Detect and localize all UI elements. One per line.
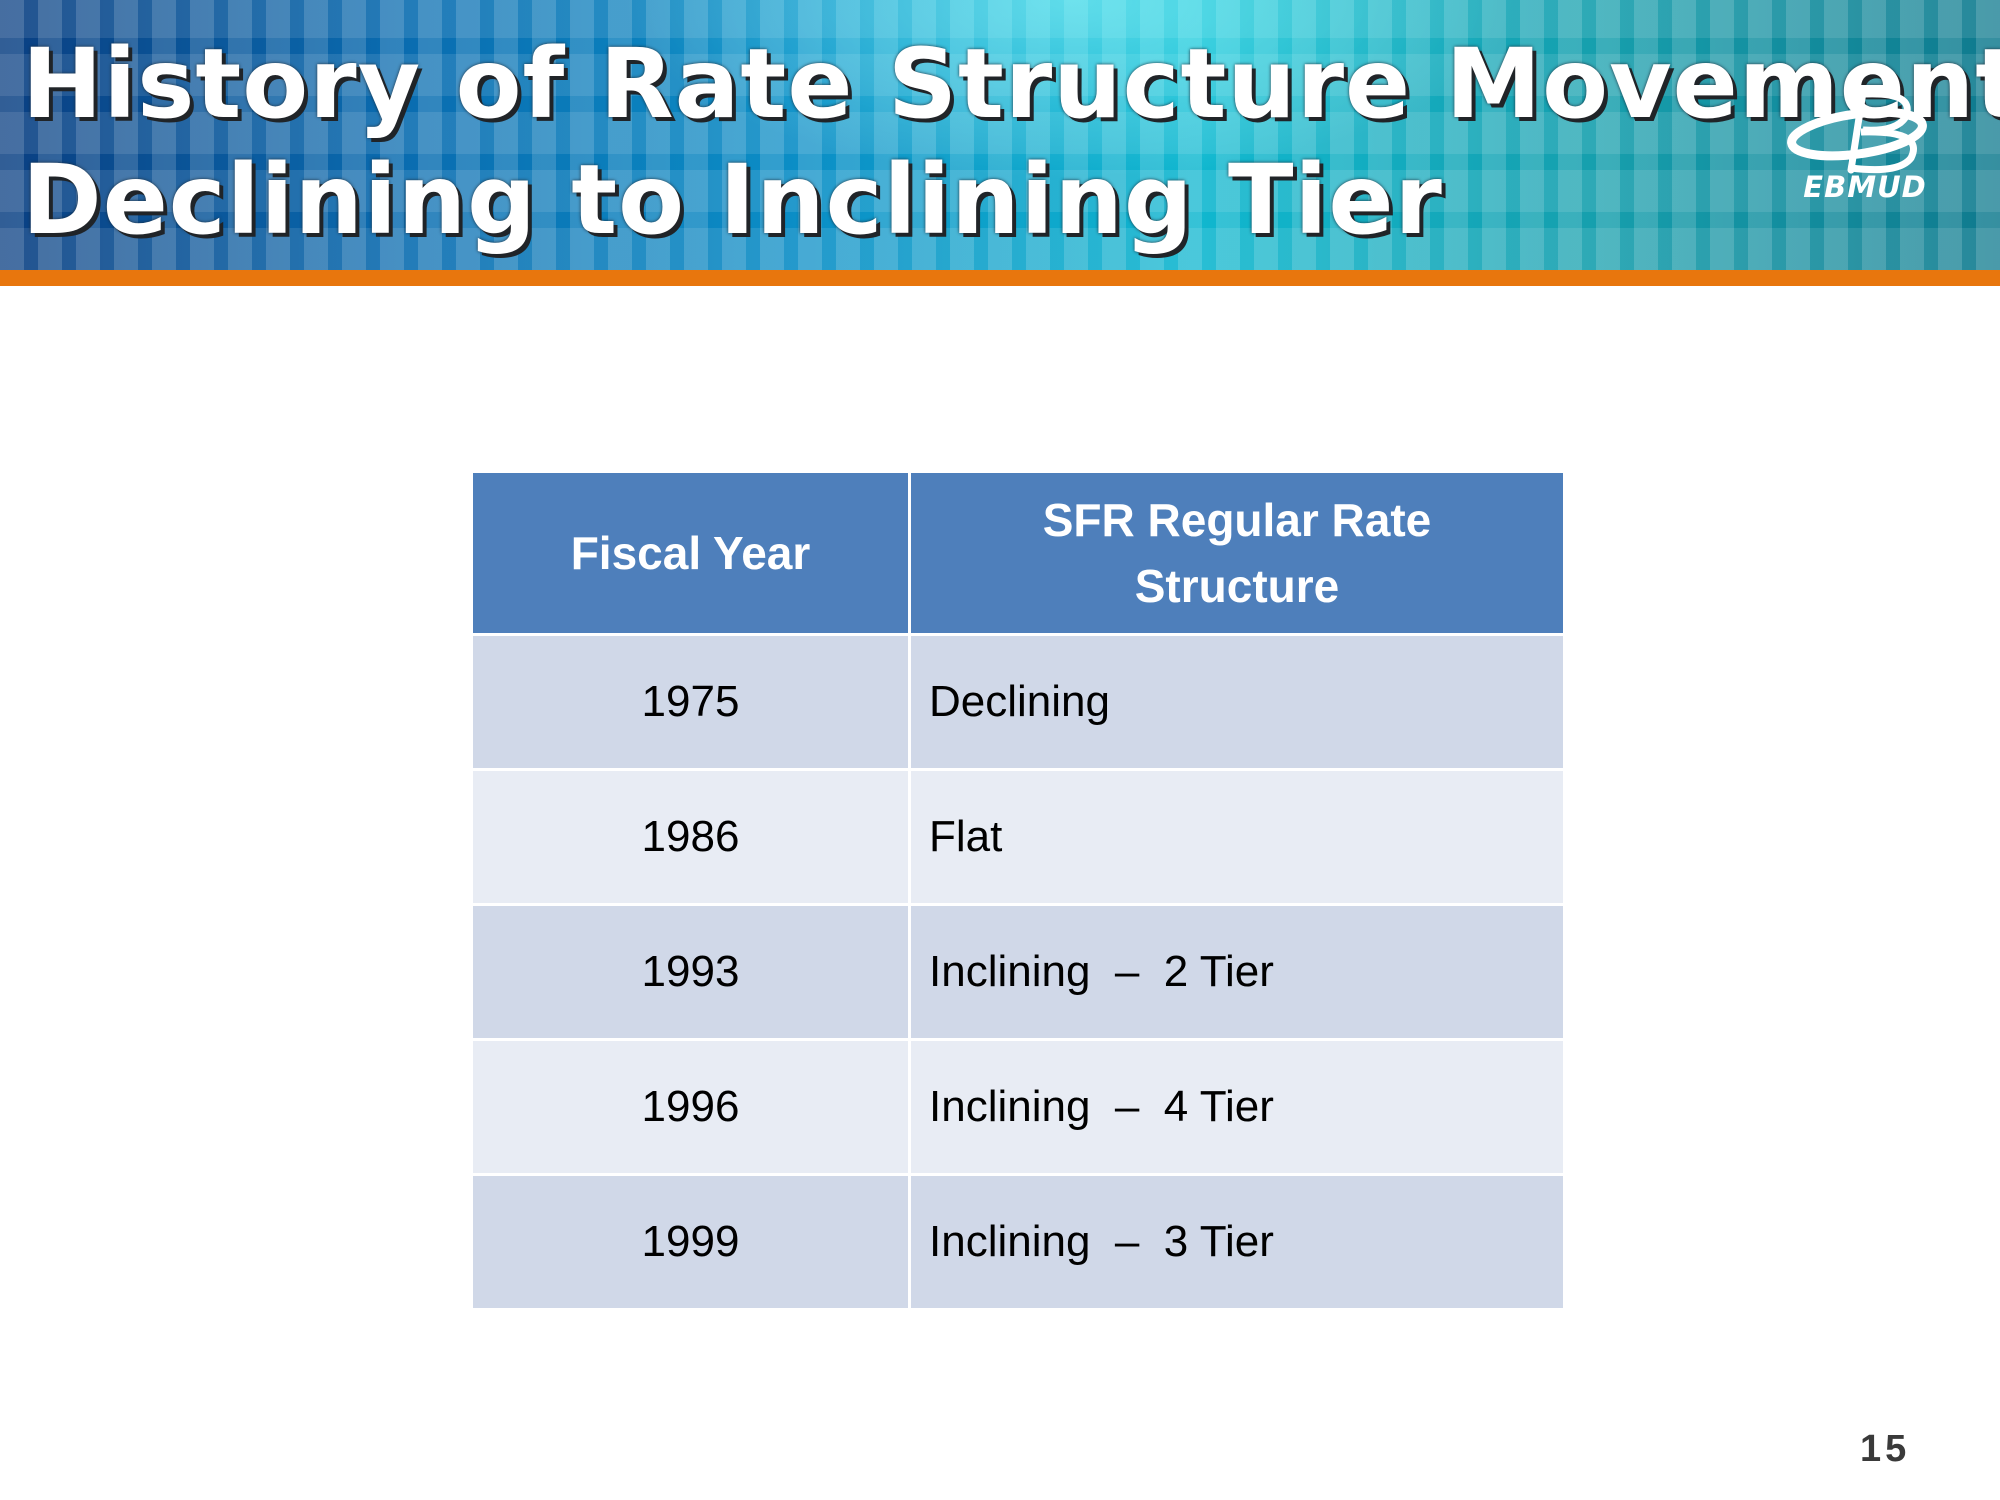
table-row: 1986 Flat bbox=[470, 768, 1566, 906]
table-header-row: Fiscal Year SFR Regular Rate Structure bbox=[470, 470, 1566, 636]
column-header-fiscal-year: Fiscal Year bbox=[470, 470, 911, 636]
rate-structure-table-container: Fiscal Year SFR Regular Rate Structure 1… bbox=[470, 470, 1566, 1311]
rate-structure-cell: Declining bbox=[908, 633, 1566, 771]
table-row: 1975 Declining bbox=[470, 633, 1566, 771]
column-header-rate-structure: SFR Regular Rate Structure bbox=[908, 470, 1566, 636]
table-row: 1999 Inclining – 3 Tier bbox=[470, 1173, 1566, 1311]
slide-title-line-2: Declining to Inclining Tier bbox=[22, 144, 1443, 256]
rate-structure-cell: Flat bbox=[908, 768, 1566, 906]
banner-accent-stripe bbox=[0, 270, 2000, 286]
fiscal-year-cell: 1986 bbox=[470, 768, 911, 906]
fiscal-year-cell: 1993 bbox=[470, 903, 911, 1041]
table-row: 1993 Inclining – 2 Tier bbox=[470, 903, 1566, 1041]
rate-structure-table: Fiscal Year SFR Regular Rate Structure 1… bbox=[470, 470, 1566, 1311]
slide-title-line-1: History of Rate Structure Movement bbox=[22, 28, 2000, 140]
title-banner: History of Rate Structure Movement Decli… bbox=[0, 0, 2000, 270]
rate-structure-cell: Inclining – 3 Tier bbox=[908, 1173, 1566, 1311]
rate-structure-cell: Inclining – 4 Tier bbox=[908, 1038, 1566, 1176]
ebmud-logo-icon bbox=[1787, 88, 1927, 174]
page-number: 15 bbox=[1860, 1428, 1911, 1470]
fiscal-year-cell: 1975 bbox=[470, 633, 911, 771]
ebmud-logo: EBMUD bbox=[1785, 88, 1945, 208]
fiscal-year-cell: 1999 bbox=[470, 1173, 911, 1311]
slide-title: History of Rate Structure Movement Decli… bbox=[22, 26, 2000, 258]
rate-structure-cell: Inclining – 2 Tier bbox=[908, 903, 1566, 1041]
table-row: 1996 Inclining – 4 Tier bbox=[470, 1038, 1566, 1176]
logo-text: EBMUD bbox=[1803, 170, 1927, 204]
column-header-rate-structure-label: SFR Regular Rate Structure bbox=[1042, 494, 1432, 612]
fiscal-year-cell: 1996 bbox=[470, 1038, 911, 1176]
